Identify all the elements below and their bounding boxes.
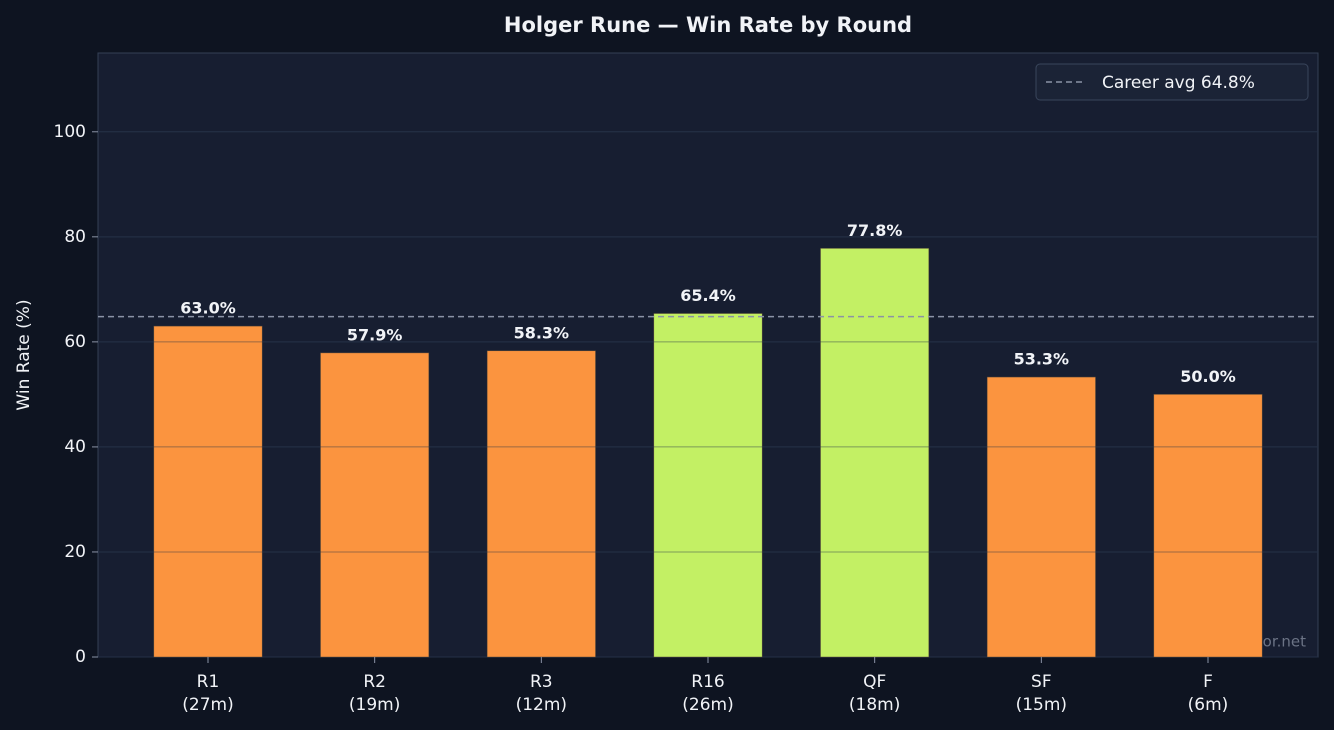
x-tick-note: (15m) (1016, 695, 1067, 715)
x-tick-note: (27m) (182, 695, 233, 715)
bar (153, 325, 263, 658)
bar (486, 350, 596, 658)
value-label: 65.4% (680, 286, 736, 305)
bar (653, 313, 763, 658)
y-tick-label: 40 (64, 437, 86, 457)
x-tick-note: (19m) (349, 695, 400, 715)
bar (820, 248, 930, 658)
bar (320, 352, 430, 658)
value-label: 50.0% (1180, 367, 1236, 386)
bar (1153, 394, 1263, 658)
y-tick-label: 100 (54, 122, 86, 142)
y-tick-label: 80 (64, 227, 86, 247)
chart-title: Holger Rune — Win Rate by Round (504, 13, 912, 37)
value-label: 63.0% (180, 299, 236, 318)
value-label: 58.3% (514, 323, 570, 342)
value-label: 57.9% (347, 325, 403, 344)
legend-box (1035, 63, 1309, 101)
x-tick-label: QF (863, 672, 886, 692)
value-label: 53.3% (1014, 350, 1070, 369)
x-tick-note: (12m) (516, 695, 567, 715)
x-tick-label: R1 (197, 672, 220, 692)
x-tick-label: R16 (691, 672, 724, 692)
y-tick-label: 20 (64, 542, 86, 562)
y-tick-label: 0 (75, 647, 86, 667)
x-tick-label: R2 (363, 672, 386, 692)
x-tick-label: F (1203, 672, 1213, 692)
legend-label: Career avg 64.8% (1102, 73, 1255, 93)
value-label: 77.8% (847, 221, 903, 240)
x-tick-note: (18m) (849, 695, 900, 715)
x-tick-note: (26m) (682, 695, 733, 715)
bar (986, 376, 1096, 658)
x-tick-note: (6m) (1188, 695, 1229, 715)
x-tick-label: R3 (530, 672, 553, 692)
x-tick-label: SF (1031, 672, 1052, 692)
y-tick-label: 60 (64, 332, 86, 352)
y-axis-label: Win Rate (%) (14, 299, 34, 410)
